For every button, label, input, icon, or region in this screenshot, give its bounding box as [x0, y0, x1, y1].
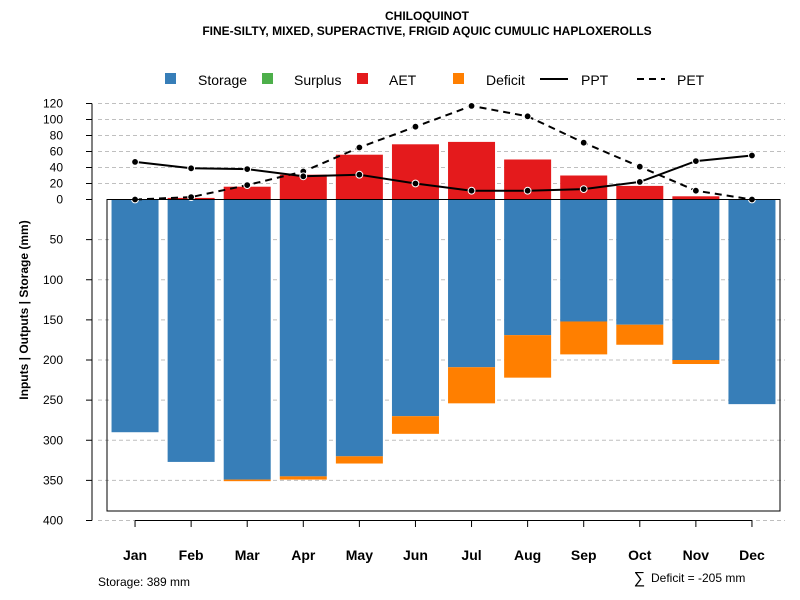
storage-bar	[391, 199, 439, 417]
x-tick-label: Oct	[628, 547, 652, 563]
ppt-point	[691, 157, 700, 166]
pet-line	[134, 104, 753, 201]
y-tick-label: 150	[43, 313, 63, 327]
aet-bar	[223, 186, 271, 200]
storage-bar	[448, 199, 496, 368]
storage-bar	[111, 199, 159, 433]
legend-label: Surplus	[294, 72, 341, 88]
ppt-line	[134, 154, 753, 192]
pet-point	[691, 186, 700, 195]
pet-point	[467, 102, 476, 110]
storage-bar	[560, 199, 608, 322]
storage-bar	[616, 199, 664, 325]
x-tick-label: Nov	[683, 547, 710, 563]
legend-label: AET	[389, 72, 417, 88]
pet-point	[579, 138, 588, 147]
y-tick-label: 250	[43, 393, 63, 407]
deficit-bar	[560, 321, 608, 355]
y-tick-label: 120	[43, 97, 63, 111]
x-tick-label: Jul	[461, 547, 481, 563]
legend-label: PPT	[581, 72, 609, 88]
deficit-bar	[223, 479, 271, 482]
deficit-bar	[504, 335, 552, 378]
storage-note: Storage: 389 mm	[98, 575, 190, 589]
x-tick-label: Mar	[235, 547, 260, 563]
legend-swatch-aet	[357, 73, 368, 84]
lines	[131, 102, 756, 204]
x-tick-label: Dec	[739, 547, 765, 563]
aet-bar	[391, 144, 439, 200]
x-tick-label: Jan	[123, 547, 147, 563]
ppt-point	[243, 165, 252, 174]
ppt-point	[411, 179, 420, 188]
y-axis-title: Inputs | Outputs | Storage (mm)	[17, 220, 31, 399]
x-tick-label: Jun	[403, 547, 428, 563]
chart-subtitle: FINE-SILTY, MIXED, SUPERACTIVE, FRIGID A…	[202, 24, 651, 38]
ppt-point	[187, 164, 196, 173]
chart-title: CHILOQUINOT	[385, 9, 470, 23]
storage-bar	[504, 199, 552, 336]
pet-point	[355, 143, 364, 152]
y-tick-label: 350	[43, 473, 63, 487]
pet-point	[411, 122, 420, 131]
legend-swatch-surplus	[262, 73, 273, 84]
ppt-point	[467, 186, 476, 195]
pet-point	[635, 162, 644, 171]
ppt-point	[299, 172, 308, 181]
legend-swatch-storage	[165, 73, 176, 84]
pet-point	[187, 193, 196, 202]
x-tick-label: May	[346, 547, 373, 563]
legend-label: Deficit	[486, 72, 525, 88]
ppt-point	[635, 178, 644, 186]
y-tick-label: 400	[43, 514, 63, 528]
aet-bar	[616, 185, 664, 200]
axes: 12010080604020050100150200250300350400Ja…	[43, 97, 781, 563]
y-tick-label: 50	[50, 233, 64, 247]
x-tick-label: Feb	[179, 547, 204, 563]
deficit-bar	[335, 456, 383, 464]
storage-bar	[672, 199, 720, 360]
y-tick-label: 300	[43, 433, 63, 447]
deficit-bar	[279, 476, 327, 480]
deficit-bar	[448, 367, 496, 404]
legend-swatch-deficit	[453, 73, 464, 84]
ppt-point	[355, 170, 364, 179]
deficit-note: Deficit = -205 mm	[651, 571, 745, 585]
y-tick-label: 100	[43, 113, 63, 127]
storage-bar	[279, 199, 327, 477]
deficit-bar	[616, 324, 664, 345]
y-tick-label: 80	[50, 129, 64, 143]
x-tick-label: Sep	[571, 547, 597, 563]
y-tick-label: 60	[50, 145, 64, 159]
storage-bar	[728, 199, 776, 405]
storage-bar	[167, 199, 215, 462]
y-tick-label: 20	[50, 177, 64, 191]
y-tick-label: 0	[56, 193, 63, 207]
legend-label: PET	[677, 72, 705, 88]
x-tick-label: Apr	[291, 547, 316, 563]
ppt-point	[748, 151, 756, 160]
storage-bar	[223, 199, 271, 480]
ppt-point	[131, 158, 139, 166]
deficit-bar	[391, 416, 439, 434]
legend-label: Storage	[198, 72, 247, 88]
pet-point	[523, 112, 532, 121]
ppt-point	[579, 185, 588, 194]
y-tick-label: 100	[43, 273, 63, 287]
pet-point	[243, 181, 252, 190]
bars	[111, 141, 776, 482]
ppt-point	[523, 186, 532, 195]
y-tick-label: 40	[50, 161, 64, 175]
storage-bar	[335, 199, 383, 457]
legend: Storage Surplus AET Deficit PPT PET	[165, 72, 705, 88]
sigma-symbol: ∑	[634, 570, 645, 587]
aet-bar	[672, 196, 720, 200]
y-tick-label: 200	[43, 353, 63, 367]
deficit-bar	[672, 360, 720, 365]
x-tick-label: Aug	[514, 547, 541, 563]
